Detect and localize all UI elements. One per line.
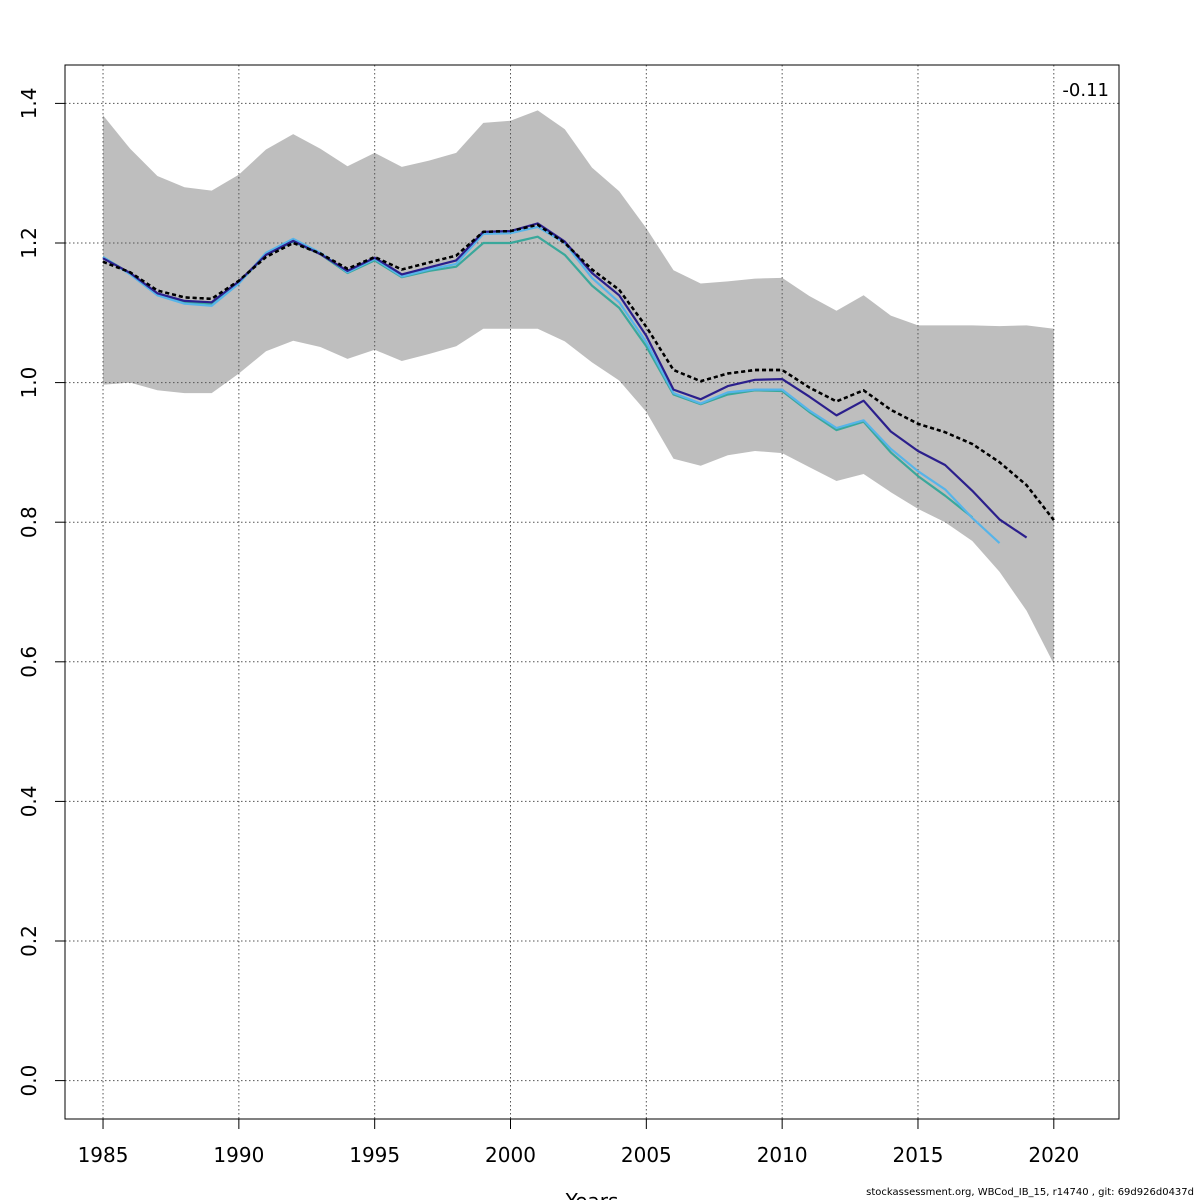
confidence-band bbox=[103, 110, 1054, 664]
y-tick-label: 1.2 bbox=[17, 227, 41, 259]
correlation-annotation: -0.11 bbox=[1062, 80, 1109, 101]
y-tick-label: 0.4 bbox=[17, 785, 41, 817]
y-tick-label: 0.6 bbox=[17, 646, 41, 678]
series-line bbox=[102, 222, 1028, 539]
x-axis-title: Years bbox=[565, 1189, 619, 1200]
x-tick-label: 2020 bbox=[1028, 1143, 1079, 1167]
x-tick-label: 2010 bbox=[757, 1143, 808, 1167]
plot-frame bbox=[64, 64, 1120, 1120]
y-tick-label: 0.0 bbox=[17, 1065, 41, 1097]
y-tick-label: 1.4 bbox=[17, 87, 41, 119]
confidence-band-area bbox=[103, 110, 1054, 664]
series-line-reference bbox=[102, 223, 1055, 521]
y-tick-label: 0.2 bbox=[17, 925, 41, 957]
x-tick-label: 1995 bbox=[349, 1143, 400, 1167]
y-tick-label: 1.0 bbox=[17, 367, 41, 399]
footer-credit: stockassessment.org, WBCod_IB_15, r14740… bbox=[866, 1187, 1194, 1198]
series-lines bbox=[102, 222, 1055, 544]
x-tick-label: 2000 bbox=[485, 1143, 536, 1167]
axes: 1985 1990 1995 2000 2005 2010 2015 2020 0.0 0.2 0.… bbox=[17, 87, 1079, 1167]
x-tick-label: 2015 bbox=[893, 1143, 944, 1167]
x-tick-label: 1990 bbox=[213, 1143, 264, 1167]
x-tick-label: 1985 bbox=[78, 1143, 129, 1167]
y-tick-label: 0.8 bbox=[17, 506, 41, 538]
x-tick-label: 2005 bbox=[621, 1143, 672, 1167]
